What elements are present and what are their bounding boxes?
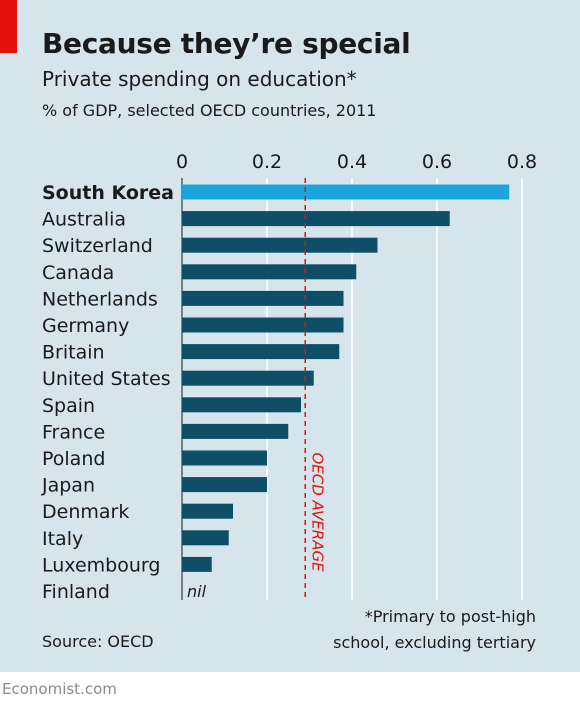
category-label: Finland: [42, 581, 110, 603]
bar-spain: [182, 397, 301, 413]
oecd-average-label: OECD AVERAGE: [308, 452, 326, 572]
x-axis-tick-labels: 0 0.2 0.4 0.6 0.8: [176, 151, 537, 173]
bar-britain: [182, 344, 340, 360]
chart-subtitle: Private spending on education*: [42, 67, 357, 91]
x-tick-label: 0.6: [422, 151, 452, 173]
category-label: Britain: [42, 342, 105, 364]
bar-france: [182, 423, 289, 439]
category-label: Poland: [42, 448, 105, 470]
source-note: Source: OECD: [42, 632, 154, 651]
bar-switzerland: [182, 237, 378, 253]
category-labels: South Korea Australia Switzerland Canada Net…: [41, 182, 174, 603]
bar-netherlands: [182, 290, 344, 306]
chart-units-note: % of GDP, selected OECD countries, 2011: [42, 101, 377, 120]
category-label: Spain: [42, 395, 95, 417]
category-label: Australia: [42, 209, 126, 231]
category-label: Switzerland: [42, 235, 153, 257]
category-label: Netherlands: [42, 288, 158, 310]
bar-south-korea: [182, 184, 510, 200]
bar-poland: [182, 450, 267, 466]
category-label: Italy: [42, 528, 83, 550]
category-label: Japan: [41, 475, 95, 497]
category-label: Germany: [42, 315, 129, 337]
footnote-line-1: *Primary to post-high: [364, 607, 536, 626]
brand-red-tag: [0, 0, 17, 53]
chart-title: Because they’re special: [42, 27, 411, 60]
bar-luxembourg: [182, 556, 212, 572]
bar-denmark: [182, 503, 233, 519]
brand-credit: Economist.com: [2, 680, 117, 698]
bar-italy: [182, 530, 229, 546]
bar-united-states: [182, 370, 314, 386]
category-label: Canada: [42, 262, 114, 284]
bar-australia: [182, 211, 450, 227]
category-label: United States: [42, 368, 171, 390]
bar-canada: [182, 264, 357, 280]
category-label: France: [42, 421, 105, 443]
footnote-line-2: school, excluding tertiary: [333, 633, 536, 652]
bar-germany: [182, 317, 344, 333]
category-label: South Korea: [42, 182, 174, 204]
category-label: Luxembourg: [42, 554, 160, 576]
category-label: Denmark: [42, 501, 129, 523]
x-tick-label: 0.2: [252, 151, 282, 173]
bar-chart: 0 0.2 0.4 0.6 0.8 South Korea Australia Switze…: [41, 151, 537, 603]
chart-panel: [0, 0, 580, 672]
nil-label: nil: [187, 582, 207, 601]
x-tick-label: 0.4: [337, 151, 367, 173]
annotations: OECD AVERAGE nil: [187, 178, 326, 601]
x-tick-label: 0.8: [507, 151, 537, 173]
bar-japan: [182, 477, 267, 493]
x-tick-label: 0: [176, 151, 188, 173]
bars: [182, 184, 510, 572]
